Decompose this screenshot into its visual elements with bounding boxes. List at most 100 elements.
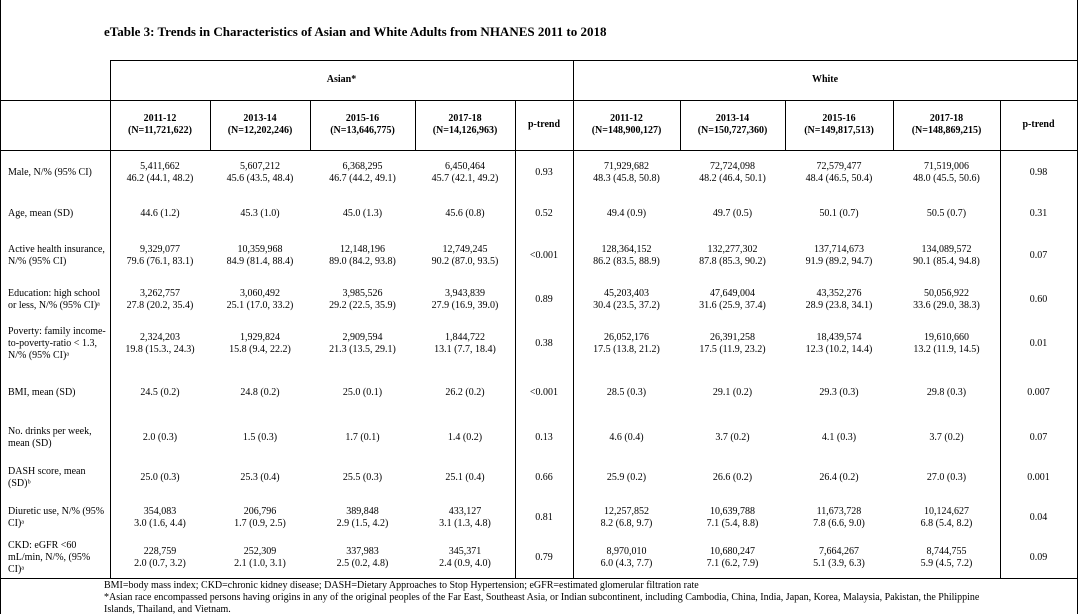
cell-line: 48.2 (46.4, 50.1) bbox=[699, 172, 766, 184]
cell-line: 33.6 (29.0, 38.3) bbox=[913, 300, 980, 311]
cell-line: 337,983 bbox=[346, 546, 379, 557]
cell-line: 89.0 (84.2, 93.8) bbox=[329, 256, 396, 267]
data-cell: 71,929,682 48.3 (45.8, 50.8) bbox=[573, 150, 680, 195]
data-cell: 12,749,245 90.2 (87.0, 93.5) bbox=[415, 232, 515, 280]
cell-line: 1,844,722 bbox=[445, 332, 485, 343]
rule bbox=[210, 100, 211, 150]
rule bbox=[515, 100, 516, 150]
cell-line: 0.07 bbox=[1029, 250, 1048, 261]
cell-line: 25.1 (17.0, 33.2) bbox=[226, 300, 294, 311]
cell-line: 6,450,464 bbox=[445, 160, 485, 172]
cell-line: 25.5 (0.3) bbox=[342, 472, 383, 483]
header-line: 2013-14 bbox=[243, 113, 277, 124]
cell-line: 46.2 (44.1, 48.2) bbox=[126, 172, 194, 184]
data-cell: <0.001 bbox=[515, 232, 573, 280]
cell-line: 45.7 (42.1, 49.2) bbox=[431, 172, 499, 184]
cell-line: 31.6 (25.9, 37.4) bbox=[699, 300, 766, 311]
cell-line: 0.81 bbox=[535, 512, 553, 523]
cell-line: 0.38 bbox=[535, 338, 553, 349]
row-label: No. drinks per week, mean (SD) bbox=[8, 426, 92, 449]
page-border bbox=[0, 0, 1, 614]
cell-line: 50.1 (0.7) bbox=[819, 207, 859, 219]
cell-line: 0.89 bbox=[535, 294, 553, 305]
cell-line: 24.5 (0.2) bbox=[140, 387, 180, 398]
cell-line: 6.0 (4.3, 7.7) bbox=[600, 558, 653, 569]
cell-line: 3.7 (0.2) bbox=[929, 432, 964, 443]
data-cell: 72,724,098 48.2 (46.4, 50.1) bbox=[680, 150, 785, 195]
footnote: *Asian race encompassed persons having o… bbox=[104, 592, 980, 614]
group-header: Asian* bbox=[326, 74, 357, 85]
cell-line: 0.98 bbox=[1029, 166, 1048, 178]
data-cell: 5,607,212 45.6 (43.5, 48.4) bbox=[210, 150, 310, 195]
data-cell: 1.4 (0.2) bbox=[415, 418, 515, 458]
cell-line: 50.5 (0.7) bbox=[926, 207, 967, 219]
cell-line: 91.9 (89.2, 94.7) bbox=[805, 256, 873, 267]
cell-line: 48.3 (45.8, 50.8) bbox=[593, 172, 660, 184]
row-label: BMI, mean (SD) bbox=[8, 387, 76, 398]
data-cell: 2,324,203 19.8 (15.3., 24.3) bbox=[110, 320, 210, 368]
cell-line: 137,714,673 bbox=[814, 244, 864, 255]
data-cell: 206,796 1.7 (0.9, 2.5) bbox=[210, 498, 310, 538]
cell-line: 3,985,526 bbox=[342, 288, 383, 299]
cell-line: 1.4 (0.2) bbox=[447, 432, 483, 443]
data-cell: 0.79 bbox=[515, 538, 573, 578]
cell-line: <0.001 bbox=[529, 250, 559, 261]
cell-line: 252,309 bbox=[243, 546, 277, 557]
data-cell: 11,673,728 7.8 (6.6, 9.0) bbox=[785, 498, 893, 538]
cell-line: 18,439,574 bbox=[816, 332, 862, 343]
cell-line: 6,368,295 bbox=[342, 160, 383, 172]
data-cell: 128,364,152 86.2 (83.5, 88.9) bbox=[573, 232, 680, 280]
row-label: DASH score, mean (SD)ᵇ bbox=[8, 466, 86, 489]
cell-line: 19,610,660 bbox=[924, 332, 969, 343]
rule bbox=[0, 150, 1077, 151]
header-line: 2017-18 bbox=[929, 113, 964, 124]
cell-line: 30.4 (23.5, 37.2) bbox=[593, 300, 660, 311]
cell-line: 0.13 bbox=[535, 432, 553, 443]
data-cell: 0.04 bbox=[1000, 498, 1077, 538]
cell-line: 206,796 bbox=[243, 506, 277, 517]
rule bbox=[0, 578, 1077, 579]
data-cell: 345,371 2.4 (0.9, 4.0) bbox=[415, 538, 515, 578]
cell-line: 2,909,594 bbox=[342, 332, 383, 343]
cell-line: 46.7 (44.2, 49.1) bbox=[329, 172, 396, 184]
header-line: p-trend bbox=[1022, 119, 1055, 130]
cell-line: 134,089,572 bbox=[921, 244, 972, 255]
data-cell: 3,262,757 27.8 (20.2, 35.4) bbox=[110, 280, 210, 320]
cell-line: 10,680,247 bbox=[710, 546, 755, 557]
column-header: 2013-14 (N=12,202,246) bbox=[210, 100, 310, 150]
data-cell: 26.2 (0.2) bbox=[415, 368, 515, 418]
cell-line: 7.8 (6.6, 9.0) bbox=[813, 518, 865, 529]
cell-line: <0.001 bbox=[529, 387, 559, 398]
cell-line: 27.8 (20.2, 35.4) bbox=[126, 300, 194, 311]
cell-line: 8,970,010 bbox=[606, 546, 647, 557]
cell-line: 11,673,728 bbox=[816, 506, 862, 517]
cell-line: 45,203,403 bbox=[604, 288, 649, 299]
cell-line: 0.60 bbox=[1029, 294, 1048, 305]
cell-line: 71,929,682 bbox=[604, 160, 649, 172]
data-cell: 10,639,788 7.1 (5.4, 8.8) bbox=[680, 498, 785, 538]
data-cell: 25.5 (0.3) bbox=[310, 458, 415, 498]
cell-line: 10,124,627 bbox=[924, 506, 969, 517]
cell-line: 0.09 bbox=[1029, 552, 1048, 563]
table-title: eTable 3: Trends in Characteristics of A… bbox=[104, 24, 607, 39]
data-cell: 354,083 3.0 (1.6, 4.4) bbox=[110, 498, 210, 538]
data-cell: 7,664,267 5.1 (3.9, 6.3) bbox=[785, 538, 893, 578]
rule bbox=[1000, 150, 1001, 578]
data-cell: 0.07 bbox=[1000, 232, 1077, 280]
data-cell: 228,759 2.0 (0.7, 3.2) bbox=[110, 538, 210, 578]
data-cell: 25.1 (0.4) bbox=[415, 458, 515, 498]
column-header: 2011-12 (N=148,900,127) bbox=[573, 100, 680, 150]
data-cell: 0.07 bbox=[1000, 418, 1077, 458]
row-label: Age, mean (SD) bbox=[8, 207, 74, 219]
data-cell: 0.09 bbox=[1000, 538, 1077, 578]
cell-line: 15.8 (9.4, 22.2) bbox=[229, 344, 291, 355]
rule bbox=[110, 60, 1077, 61]
header-line: 2011-12 bbox=[610, 113, 643, 124]
data-cell: 0.52 bbox=[515, 195, 573, 232]
cell-line: 26.6 (0.2) bbox=[712, 472, 753, 483]
data-cell: 137,714,673 91.9 (89.2, 94.7) bbox=[785, 232, 893, 280]
data-cell: 10,124,627 6.8 (5.4, 8.2) bbox=[893, 498, 1000, 538]
data-cell: 45,203,403 30.4 (23.5, 37.2) bbox=[573, 280, 680, 320]
cell-line: 79.6 (76.1, 83.1) bbox=[126, 256, 194, 267]
